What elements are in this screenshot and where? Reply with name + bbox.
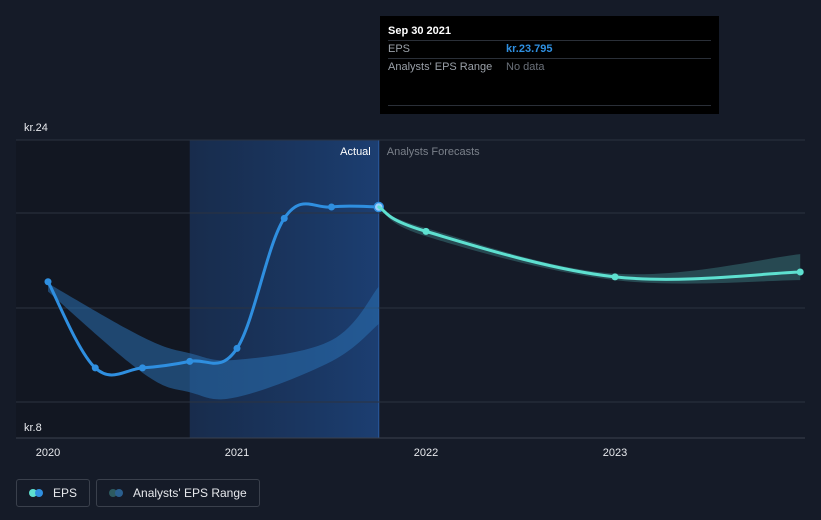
eps-point — [44, 278, 52, 286]
chart-legend: EPS Analysts' EPS Range — [16, 479, 260, 507]
tooltip-range-value: No data — [506, 61, 545, 73]
legend-eps-label: EPS — [53, 486, 78, 500]
legend-range-toggle[interactable]: Analysts' EPS Range — [96, 479, 260, 507]
eps-point — [139, 364, 146, 372]
eps-chart: kr.24 kr.8 2020 2021 2022 2023 Actual Analysts … — [16, 122, 805, 459]
eps-range-band-past — [48, 283, 379, 400]
eps-legend-icon — [29, 489, 45, 497]
past-period-shade — [16, 140, 190, 438]
tooltip-range-label: Analysts' EPS Range — [388, 61, 493, 73]
eps-point — [233, 344, 241, 352]
range-legend-icon — [109, 489, 125, 497]
tooltip-divider — [388, 105, 711, 106]
eps-point — [280, 214, 288, 222]
x-tick-label: 2021 — [225, 447, 249, 459]
eps-point — [91, 364, 99, 372]
legend-eps-toggle[interactable]: EPS — [16, 479, 91, 507]
tooltip-eps-value: kr.23.795 — [506, 43, 553, 55]
eps-point — [328, 203, 335, 211]
tooltip-eps-row: EPS kr.23.795 — [388, 40, 711, 58]
forecast-point — [611, 273, 619, 281]
forecast-line — [377, 205, 802, 281]
forecast-marker-label: Analysts Forecasts — [387, 146, 480, 158]
tooltip-range-row: Analysts' EPS Range No data — [388, 58, 711, 76]
tooltip: Sep 30 2021 EPS kr.23.795 Analysts' EPS … — [380, 16, 719, 114]
forecast-point — [422, 227, 430, 235]
tooltip-eps-label: EPS — [388, 43, 411, 55]
legend-range-label: Analysts' EPS Range — [133, 486, 247, 500]
tooltip-date: Sep 30 2021 — [388, 25, 451, 37]
y-tick-label-bottom: kr.8 — [24, 422, 42, 434]
actual-marker-label: Actual — [340, 146, 371, 158]
y-tick-label-top: kr.24 — [24, 122, 48, 134]
eps-point — [186, 357, 194, 365]
x-tick-label: 2022 — [414, 447, 438, 459]
x-tick-label: 2023 — [603, 447, 627, 459]
x-tick-label: 2020 — [36, 447, 60, 459]
forecast-point — [796, 268, 804, 276]
